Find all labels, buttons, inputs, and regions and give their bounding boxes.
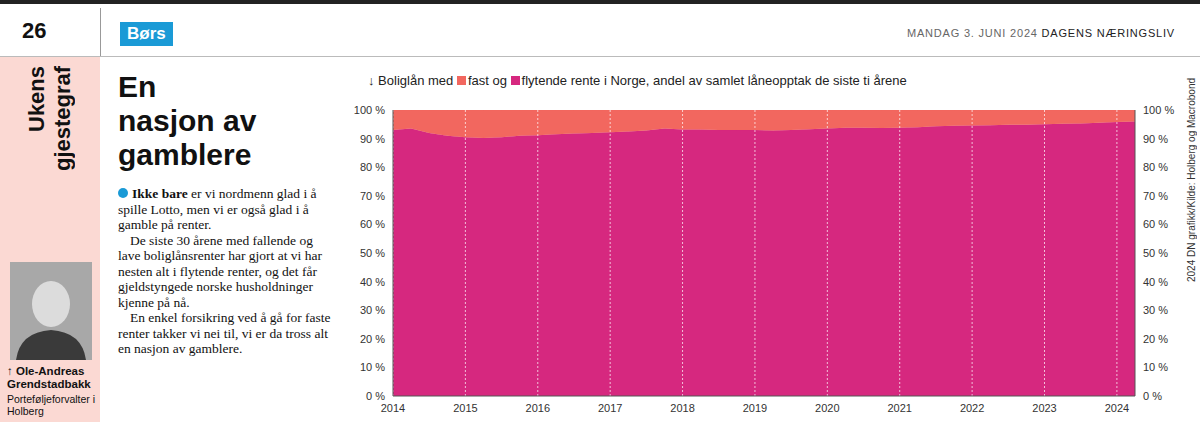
svg-text:30 %: 30 % bbox=[360, 304, 385, 316]
svg-text:10 %: 10 % bbox=[360, 361, 385, 373]
svg-text:2014: 2014 bbox=[381, 402, 405, 414]
svg-text:2021: 2021 bbox=[887, 402, 911, 414]
html-text:De siste 30 årene med fallende: De siste 30 årene med fallende og lave b… bbox=[118, 232, 322, 310]
svg-text:100 %: 100 % bbox=[354, 104, 385, 116]
svg-text:50 %: 50 % bbox=[360, 247, 385, 259]
html-text:Porteføljeforvalter i Holberg: Porteføljeforvalter i Holberg bbox=[7, 393, 96, 417]
svg-text:20 %: 20 % bbox=[1143, 333, 1168, 345]
svg-text:50 %: 50 % bbox=[1143, 247, 1168, 259]
svg-text:2019: 2019 bbox=[743, 402, 767, 414]
svg-text:80 %: 80 % bbox=[1143, 161, 1168, 173]
svg-text:60 %: 60 % bbox=[360, 218, 385, 230]
html-text:fast og: fast og bbox=[467, 73, 511, 88]
html-text:Børs: Børs bbox=[127, 24, 166, 43]
svg-text:70 %: 70 % bbox=[1143, 190, 1168, 202]
svg-text:2015: 2015 bbox=[453, 402, 477, 414]
svg-text:2024: 2024 bbox=[1105, 402, 1129, 414]
svg-text:80 %: 80 % bbox=[360, 161, 385, 173]
html-text:flytende rente i Norge, andel: flytende rente i Norge, andel av samlet … bbox=[521, 73, 907, 88]
html-text:MANDAG 3. JUNI 2024 DAGENS NÆR: MANDAG 3. JUNI 2024 DAGENS NÆRINGSLIV bbox=[907, 27, 1175, 39]
svg-text:0 %: 0 % bbox=[366, 390, 385, 402]
html-text:↓ Boliglån med: ↓ Boliglån med bbox=[368, 73, 457, 88]
svg-text:2016: 2016 bbox=[526, 402, 550, 414]
svg-text:70 %: 70 % bbox=[360, 190, 385, 202]
svg-text:100 %: 100 % bbox=[1143, 104, 1174, 116]
svg-text:30 %: 30 % bbox=[1143, 304, 1168, 316]
html-text:En: En bbox=[118, 70, 157, 103]
html-text:26: 26 bbox=[22, 18, 47, 43]
svg-text:2023: 2023 bbox=[1032, 402, 1056, 414]
html-text:2024 DN grafikk/Kilde: Holberg: 2024 DN grafikk/Kilde: Holberg og Macrob… bbox=[1186, 78, 1197, 282]
html-text:Ukens gjestegraf: Ukens gjestegraf bbox=[24, 66, 75, 172]
html-text:Ikke bare er vi nordmenn glad: Ikke bare er vi nordmenn glad i å spille… bbox=[118, 186, 317, 232]
svg-text:2017: 2017 bbox=[598, 402, 622, 414]
svg-text:10 %: 10 % bbox=[1143, 361, 1168, 373]
svg-text:90 %: 90 % bbox=[360, 133, 385, 145]
html-text:↑ Ole-Andreas Grendstadbakk: ↑ Ole-Andreas Grendstadbakk bbox=[7, 365, 91, 390]
html-text:nasjon av gamblere: nasjon av gamblere bbox=[118, 104, 257, 171]
svg-text:2018: 2018 bbox=[670, 402, 694, 414]
html-text:En enkel forsikring ved å gå f: En enkel forsikring ved å gå for faste r… bbox=[118, 310, 331, 356]
svg-text:2020: 2020 bbox=[815, 402, 839, 414]
svg-text:40 %: 40 % bbox=[360, 276, 385, 288]
svg-text:2022: 2022 bbox=[960, 402, 984, 414]
svg-text:40 %: 40 % bbox=[1143, 276, 1168, 288]
svg-text:90 %: 90 % bbox=[1143, 133, 1168, 145]
svg-text:0 %: 0 % bbox=[1143, 390, 1162, 402]
svg-text:20 %: 20 % bbox=[360, 333, 385, 345]
svg-text:60 %: 60 % bbox=[1143, 218, 1168, 230]
